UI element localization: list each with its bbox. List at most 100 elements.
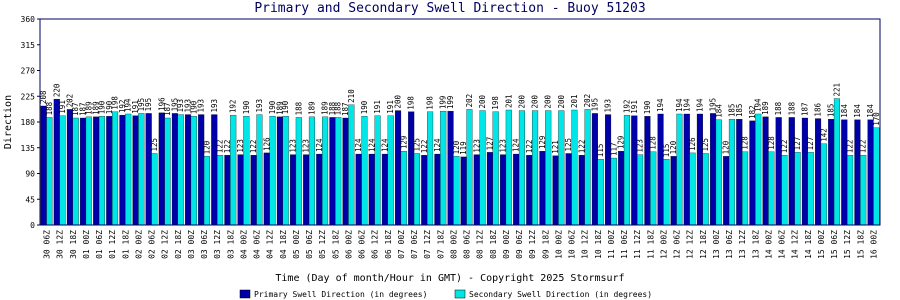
value-label: 125 <box>412 138 421 152</box>
bar <box>702 153 709 226</box>
bar <box>492 111 499 226</box>
bar <box>224 155 231 226</box>
bar <box>820 143 827 226</box>
value-label: 124 <box>512 138 521 152</box>
value-label: 190 <box>281 100 290 114</box>
bar <box>473 154 480 226</box>
x-tick-label: 08 12Z <box>476 230 485 259</box>
bar <box>591 113 598 226</box>
x-tick-label: 09 12Z <box>528 230 537 259</box>
value-label: 122 <box>216 140 225 154</box>
x-tick-label: 13 18Z <box>751 230 760 259</box>
value-label: 124 <box>367 138 376 152</box>
value-label: 185 <box>727 104 736 118</box>
value-label: 122 <box>223 140 232 154</box>
value-label: 127 <box>806 137 815 151</box>
bar <box>80 117 87 226</box>
value-label: 115 <box>662 144 671 158</box>
value-label: 120 <box>452 140 461 154</box>
value-label: 189 <box>321 101 330 115</box>
bar <box>303 154 310 226</box>
bar <box>98 116 105 226</box>
value-label: 187 <box>341 102 350 116</box>
bar <box>479 110 486 226</box>
value-label: 208 <box>39 90 48 104</box>
bar <box>387 115 394 226</box>
bar <box>505 109 512 226</box>
y-tick-label: 0 <box>30 221 35 230</box>
x-tick-label: 07 18Z <box>436 230 445 259</box>
value-label: 186 <box>814 103 823 117</box>
value-label: 189 <box>275 101 284 115</box>
bar <box>460 156 467 226</box>
value-label: 124 <box>380 138 389 152</box>
value-label: 184 <box>840 104 849 118</box>
bar <box>605 114 612 226</box>
value-label: 187 <box>79 102 88 116</box>
value-label: 190 <box>105 100 114 114</box>
x-tick-label: 04 12Z <box>266 230 275 259</box>
bar <box>93 116 100 226</box>
bar <box>610 157 617 226</box>
bar <box>329 117 336 226</box>
value-label: 200 <box>478 95 487 109</box>
value-label: 195 <box>709 98 718 112</box>
value-label: 198 <box>491 96 500 110</box>
bar <box>217 155 224 226</box>
x-tick-label: 09 06Z <box>515 230 524 259</box>
bar <box>203 156 210 226</box>
bar <box>500 154 507 226</box>
x-tick-label: 30 06Z <box>43 230 52 259</box>
bar <box>644 116 651 226</box>
bar <box>145 113 152 226</box>
value-label: 121 <box>551 140 560 154</box>
value-label: 193 <box>604 99 613 113</box>
value-label: 124 <box>433 138 442 152</box>
bar <box>322 116 329 226</box>
bar <box>597 159 604 226</box>
bar <box>263 152 270 226</box>
bar <box>119 114 126 226</box>
y-tick-label: 360 <box>21 15 36 24</box>
value-label: 200 <box>517 95 526 109</box>
value-label: 115 <box>596 144 605 158</box>
bar <box>243 116 250 226</box>
bar <box>696 113 703 226</box>
value-label: 128 <box>741 136 750 150</box>
value-label: 128 <box>649 136 658 150</box>
bar <box>355 153 362 226</box>
bar <box>421 155 428 226</box>
bar <box>828 118 835 226</box>
bar <box>230 114 237 226</box>
value-label: 125 <box>701 138 710 152</box>
bar <box>526 155 533 226</box>
bar <box>860 155 867 226</box>
value-label: 199 <box>439 96 448 110</box>
bar <box>282 116 289 226</box>
x-tick-label: 05 00Z <box>292 230 301 259</box>
value-label: 191 <box>386 100 395 114</box>
value-label: 120 <box>669 140 678 154</box>
bar <box>670 156 677 226</box>
x-tick-label: 12 18Z <box>699 230 708 259</box>
bar <box>132 115 139 226</box>
bar <box>637 154 644 226</box>
x-tick-label: 10 00Z <box>554 230 563 259</box>
x-tick-label: 13 06Z <box>725 230 734 259</box>
x-tick-label: 05 18Z <box>331 230 340 259</box>
x-tick-label: 03 18Z <box>226 230 235 259</box>
bar <box>85 116 92 226</box>
value-label: 190 <box>268 100 277 114</box>
value-label: 122 <box>420 140 429 154</box>
value-label: 193 <box>255 99 264 113</box>
value-label: 191 <box>58 100 67 114</box>
bar <box>571 109 578 226</box>
bar <box>381 153 388 226</box>
value-label: 189 <box>84 101 93 115</box>
x-tick-label: 12 00Z <box>659 230 668 259</box>
value-label: 129 <box>399 136 408 150</box>
bar <box>565 153 572 226</box>
bar <box>112 111 119 226</box>
value-label: 129 <box>538 136 547 150</box>
value-label: 124 <box>315 138 324 152</box>
